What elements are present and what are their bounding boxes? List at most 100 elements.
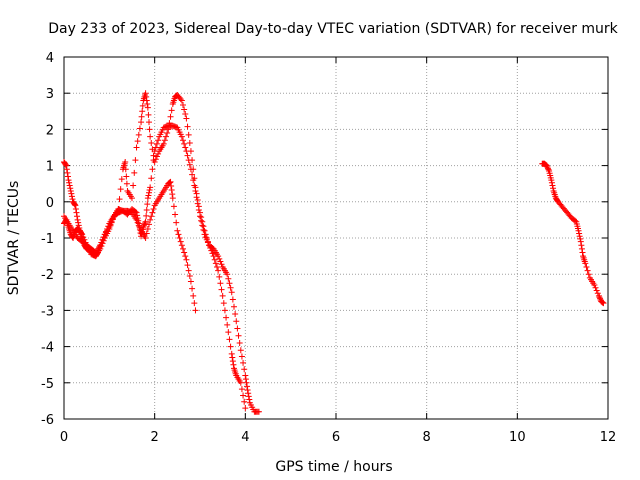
data-point [170,203,177,210]
data-point [218,286,225,293]
data-point [228,350,235,357]
data-point [161,137,168,144]
data-point [576,233,583,240]
data-point [241,398,248,405]
data-point [244,387,251,394]
data-point [153,153,160,160]
data-point [177,96,184,103]
data-point [237,379,244,386]
data-point [593,287,600,294]
data-point [132,157,139,164]
data-point [133,144,140,151]
data-point [207,244,214,251]
data-point [101,231,108,238]
data-point [64,169,71,176]
data-point [149,166,156,173]
data-point [149,146,156,153]
data-point [244,383,251,390]
data-point [232,311,239,318]
y-tick-label: -1 [41,232,54,247]
series-track-d [539,160,607,307]
data-point [139,102,146,109]
x-axis-label: GPS time / hours [275,459,392,475]
data-point [549,182,556,189]
data-point [180,245,186,252]
data-point [595,292,602,299]
data-point [155,150,162,157]
data-point [122,158,129,165]
data-point [576,230,583,237]
data-point [186,161,193,168]
data-point [75,222,82,229]
data-point [241,366,248,373]
data-point [243,379,250,386]
data-point [548,177,555,184]
data-point [577,235,584,242]
x-tick-label: 0 [60,430,68,445]
data-point [225,329,232,336]
data-point [160,140,167,147]
data-point [144,195,151,202]
data-point [144,201,151,208]
data-point [146,187,153,194]
data-point [187,278,194,285]
data-point [200,223,207,230]
data-point [227,343,234,350]
data-point [202,231,209,238]
data-point [591,282,598,289]
data-point [245,390,252,397]
data-point [148,175,155,182]
data-point [238,353,245,360]
data-point [185,267,192,274]
data-point [600,300,607,307]
data-point [174,227,181,234]
data-point [143,230,150,237]
data-point [178,242,185,249]
data-point [123,180,130,187]
data-point [203,235,210,241]
data-point [224,271,231,278]
x-tick-label: 10 [509,430,526,445]
data-point [139,108,146,115]
data-point [183,256,190,263]
data-point [167,113,174,120]
data-point [175,231,182,238]
data-point [215,267,222,274]
data-point [131,169,138,176]
data-point [231,303,237,310]
data-point [181,140,188,147]
data-point [184,123,191,130]
data-point [146,221,152,228]
data-point [123,173,130,180]
data-point [190,292,197,299]
data-point [199,218,206,225]
data-point [181,249,188,256]
data-point [147,133,154,140]
data-point [184,152,191,159]
data-point [225,275,232,282]
data-point [208,247,215,254]
data-point [130,182,137,189]
data-point [190,166,197,173]
data-point [216,273,223,280]
data-point [206,242,213,249]
data-point [118,176,125,183]
data-point [138,119,145,126]
chart-title: Day 233 of 2023, Sidereal Day-to-day VTE… [48,21,618,37]
data-point [545,166,552,173]
data-point [237,347,244,354]
data-point [148,213,155,220]
data-point [201,227,208,234]
data-point [186,273,193,280]
data-point [151,158,158,165]
data-point [211,256,218,263]
data-point [198,214,205,221]
data-points [61,90,607,415]
data-point [238,386,245,393]
data-point [142,235,149,241]
y-tick-label: 1 [46,160,54,175]
data-point [150,152,157,159]
data-point [575,227,582,234]
data-point [63,162,70,169]
